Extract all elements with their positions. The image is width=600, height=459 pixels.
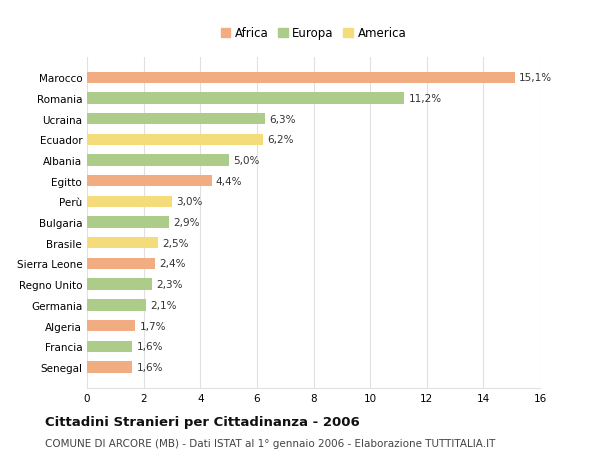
- Bar: [87, 155, 229, 166]
- Text: 15,1%: 15,1%: [519, 73, 552, 83]
- Text: 2,4%: 2,4%: [159, 259, 185, 269]
- Bar: [87, 134, 263, 146]
- Bar: [87, 73, 515, 84]
- Text: COMUNE DI ARCORE (MB) - Dati ISTAT al 1° gennaio 2006 - Elaborazione TUTTITALIA.: COMUNE DI ARCORE (MB) - Dati ISTAT al 1°…: [45, 438, 496, 448]
- Text: 1,6%: 1,6%: [137, 362, 163, 372]
- Bar: [87, 320, 135, 331]
- Bar: [87, 93, 404, 104]
- Bar: [87, 362, 133, 373]
- Bar: [87, 238, 158, 249]
- Text: 3,0%: 3,0%: [176, 197, 203, 207]
- Text: 1,6%: 1,6%: [137, 341, 163, 352]
- Text: 2,9%: 2,9%: [173, 218, 200, 228]
- Text: 1,7%: 1,7%: [139, 321, 166, 331]
- Bar: [87, 176, 212, 187]
- Text: 2,3%: 2,3%: [157, 280, 183, 290]
- Legend: Africa, Europa, America: Africa, Europa, America: [217, 23, 410, 44]
- Text: Cittadini Stranieri per Cittadinanza - 2006: Cittadini Stranieri per Cittadinanza - 2…: [45, 415, 360, 428]
- Bar: [87, 258, 155, 269]
- Text: 5,0%: 5,0%: [233, 156, 259, 166]
- Text: 4,4%: 4,4%: [216, 176, 242, 186]
- Text: 2,5%: 2,5%: [162, 238, 188, 248]
- Bar: [87, 341, 133, 352]
- Text: 6,2%: 6,2%: [267, 135, 293, 145]
- Text: 6,3%: 6,3%: [269, 114, 296, 124]
- Bar: [87, 196, 172, 207]
- Text: 11,2%: 11,2%: [409, 94, 442, 104]
- Bar: [87, 114, 265, 125]
- Bar: [87, 300, 146, 311]
- Bar: [87, 217, 169, 228]
- Text: 2,1%: 2,1%: [151, 300, 177, 310]
- Bar: [87, 279, 152, 290]
